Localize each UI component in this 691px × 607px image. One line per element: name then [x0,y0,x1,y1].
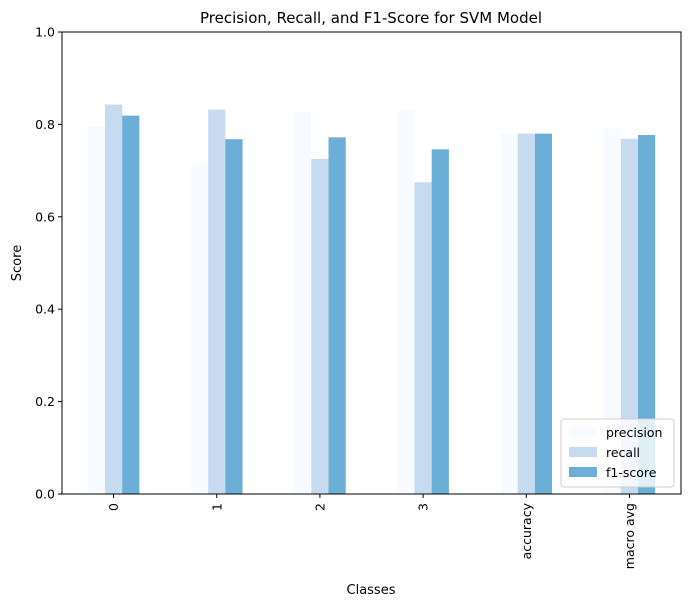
bar-f1-score-3 [431,149,449,494]
bar-recall-5 [620,138,639,495]
bar-precision-1 [190,164,209,494]
y-tick-label: 0.8 [35,117,55,132]
plot-frame [61,31,682,495]
bar-f1-score-5 [638,135,656,494]
x-axis: 0 1 2 3 accuracy macro avg [106,494,637,569]
bars-group [87,104,656,495]
y-axis-label: Score [10,245,25,281]
bar-recall-4 [517,133,535,494]
legend-label-precision: precision [606,425,662,440]
legend-label-recall: recall [606,445,640,460]
x-tick-label: 1 [209,503,224,511]
bar-precision-4 [500,133,518,494]
bar-f1-score-2 [328,137,346,494]
x-tick-label: 3 [416,503,431,511]
bar-recall-3 [414,182,432,494]
y-tick-label: 0.2 [35,394,55,409]
bar-recall-1 [208,109,226,494]
bar-precision-3 [397,109,415,494]
legend-swatch-precision [569,427,597,437]
bar-f1-score-0 [122,115,140,494]
x-axis-label: Classes [347,583,396,598]
y-tick-label: 0.6 [35,209,55,224]
bar-precision-5 [603,128,621,494]
x-tick-label: 2 [312,503,327,511]
bar-recall-2 [311,159,329,495]
legend: precision recall f1-score [560,418,675,488]
x-tick-label: macro avg [622,503,637,569]
y-tick-label: 0.4 [35,302,55,317]
bar-f1-score-1 [225,139,243,494]
bar-precision-2 [294,111,312,495]
x-tick-label: 0 [106,503,121,511]
legend-label-f1-score: f1-score [606,465,657,480]
legend-swatch-f1-score [569,467,597,477]
bar-recall-0 [104,104,123,494]
y-tick-label: 0.0 [35,487,55,502]
y-axis: 0.0 0.2 0.4 0.6 0.8 1.0 [35,25,62,502]
legend-swatch-recall [569,447,597,457]
chart-title: Precision, Recall, and F1-Score for SVM … [200,9,542,27]
bar-precision-0 [87,126,105,495]
y-tick-label: 1.0 [35,25,55,40]
x-tick-label: accuracy [519,502,534,559]
bar-f1-score-4 [534,133,553,494]
